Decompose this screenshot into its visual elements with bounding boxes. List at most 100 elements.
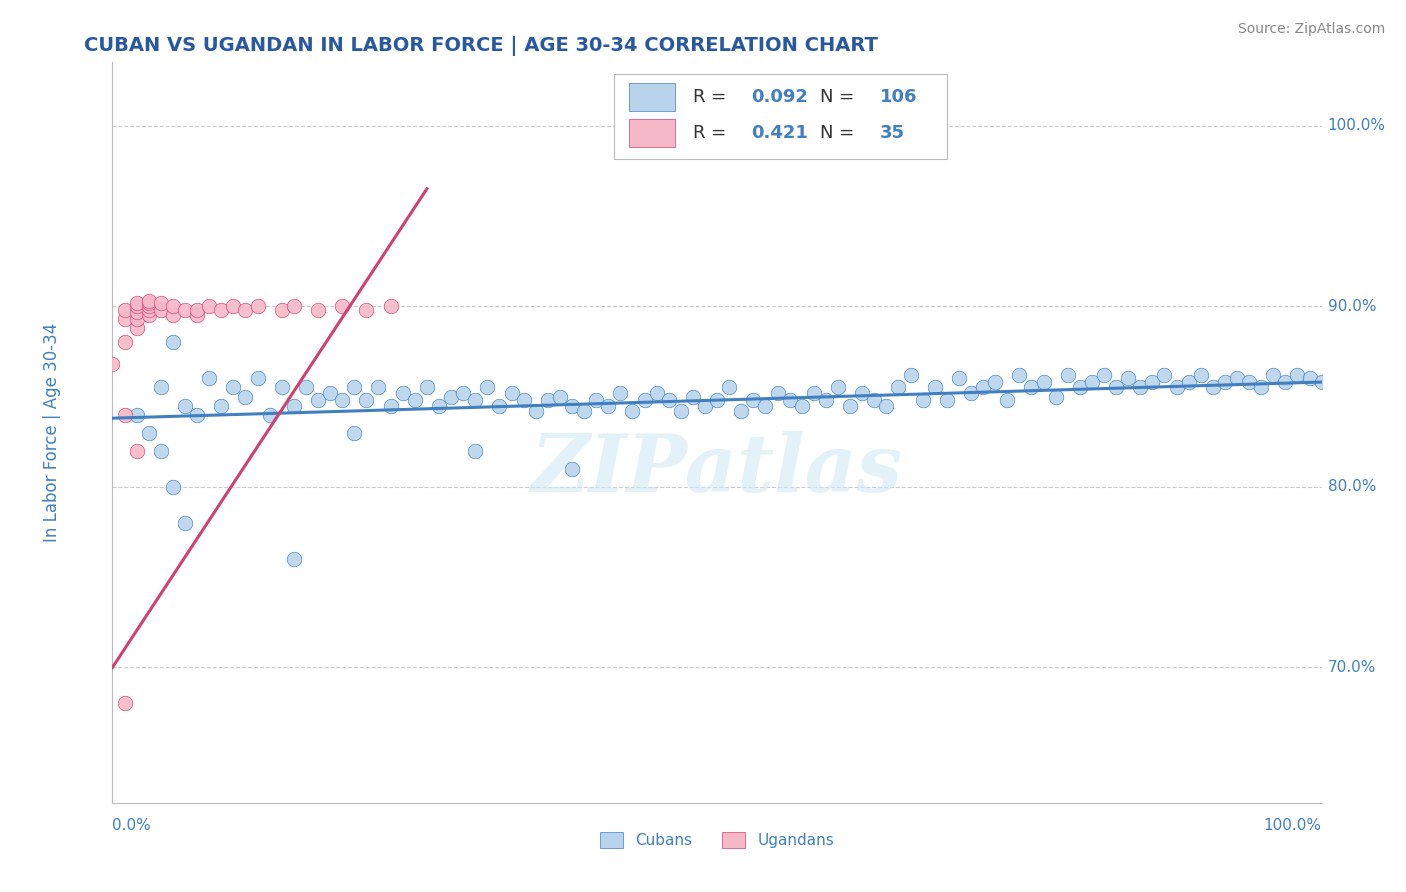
Text: In Labor Force | Age 30-34: In Labor Force | Age 30-34 <box>44 323 60 542</box>
Point <box>125 408 148 422</box>
Point <box>380 299 402 313</box>
Text: 80.0%: 80.0% <box>1327 479 1376 494</box>
Point <box>1263 368 1285 382</box>
Point <box>416 380 439 394</box>
Point <box>343 425 366 440</box>
Text: R =: R = <box>693 88 733 106</box>
Point <box>101 357 124 371</box>
Point <box>900 368 922 382</box>
Point <box>766 385 789 400</box>
Point <box>1213 375 1236 389</box>
Point <box>162 335 184 350</box>
Point <box>114 408 136 422</box>
Point <box>1032 375 1054 389</box>
FancyBboxPatch shape <box>628 119 675 147</box>
Point <box>125 443 148 458</box>
Text: N =: N = <box>820 88 860 106</box>
Point <box>209 302 232 317</box>
Point <box>283 299 305 313</box>
Point <box>343 380 366 394</box>
Point <box>995 393 1018 408</box>
Point <box>198 371 221 385</box>
Text: 100.0%: 100.0% <box>1327 118 1386 133</box>
Point <box>270 380 292 394</box>
Point <box>633 393 655 408</box>
Point <box>1021 380 1043 394</box>
Point <box>330 299 353 313</box>
Point <box>1177 375 1199 389</box>
Point <box>585 393 607 408</box>
Point <box>984 375 1007 389</box>
Text: R =: R = <box>693 124 733 142</box>
Point <box>235 302 257 317</box>
Point <box>114 302 136 317</box>
Text: 100.0%: 100.0% <box>1264 818 1322 832</box>
Text: 35: 35 <box>880 124 905 142</box>
Point <box>598 399 620 413</box>
Point <box>645 385 668 400</box>
Point <box>283 399 305 413</box>
Point <box>283 552 305 566</box>
Point <box>1226 371 1249 385</box>
Point <box>1153 368 1175 382</box>
Point <box>404 393 426 408</box>
Point <box>149 295 172 310</box>
Point <box>125 299 148 313</box>
Point <box>1166 380 1188 394</box>
Point <box>839 399 862 413</box>
Point <box>162 308 184 322</box>
Point <box>779 393 801 408</box>
Point <box>198 299 221 313</box>
Point <box>186 302 208 317</box>
Point <box>451 385 474 400</box>
Point <box>742 393 765 408</box>
Point <box>851 385 873 400</box>
Point <box>259 408 281 422</box>
Point <box>440 390 463 404</box>
Point <box>464 443 486 458</box>
Point <box>863 393 886 408</box>
Point <box>114 697 136 711</box>
Point <box>307 393 329 408</box>
Point <box>875 399 897 413</box>
Point <box>609 385 631 400</box>
Text: 90.0%: 90.0% <box>1327 299 1376 314</box>
Point <box>814 393 837 408</box>
Text: 106: 106 <box>880 88 918 106</box>
Point <box>427 399 450 413</box>
Point <box>1008 368 1031 382</box>
Point <box>1105 380 1128 394</box>
Point <box>356 302 378 317</box>
Point <box>149 380 172 394</box>
Point <box>138 425 160 440</box>
Point <box>1310 375 1333 389</box>
Point <box>209 399 232 413</box>
Text: ZIPatlas: ZIPatlas <box>531 431 903 508</box>
Point <box>1286 368 1309 382</box>
Point <box>548 390 571 404</box>
Point <box>911 393 934 408</box>
Legend: Cubans, Ugandans: Cubans, Ugandans <box>593 826 841 855</box>
Point <box>948 371 970 385</box>
Point <box>307 302 329 317</box>
Point <box>621 404 644 418</box>
Point <box>1189 368 1212 382</box>
Point <box>1274 375 1296 389</box>
Point <box>138 295 160 310</box>
Point <box>295 380 318 394</box>
Point <box>246 299 269 313</box>
Point <box>380 399 402 413</box>
Point <box>138 293 160 308</box>
Point <box>138 308 160 322</box>
Point <box>512 393 534 408</box>
Point <box>149 302 172 317</box>
Point <box>803 385 825 400</box>
Point <box>367 380 389 394</box>
Point <box>561 461 583 475</box>
Point <box>790 399 813 413</box>
Text: 0.0%: 0.0% <box>112 818 152 832</box>
Point <box>125 295 148 310</box>
Point <box>162 299 184 313</box>
Text: 70.0%: 70.0% <box>1327 660 1376 675</box>
Point <box>330 393 353 408</box>
